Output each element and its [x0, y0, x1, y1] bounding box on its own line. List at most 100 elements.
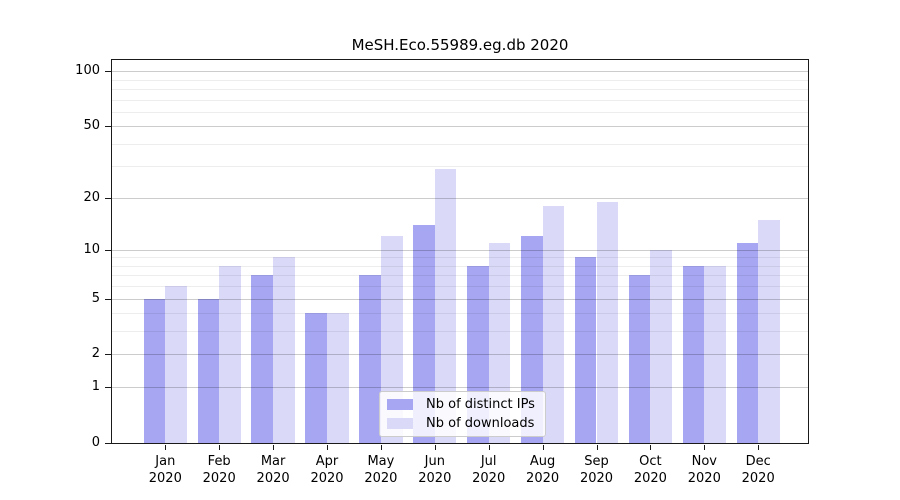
bar-distinct-ips-jun: [413, 224, 435, 443]
x-tick-mark-jun: [434, 445, 436, 450]
bar-distinct-ips-may: [359, 275, 381, 443]
x-tick-year: 2020: [633, 471, 667, 486]
bar-downloads-mar: [273, 257, 295, 443]
x-tick-mark-sep: [596, 445, 598, 450]
legend: Nb of distinct IPs Nb of downloads: [379, 391, 546, 437]
minor-gridline: [112, 166, 808, 168]
x-tick-year: 2020: [148, 471, 182, 486]
bar-downloads-dec: [758, 219, 780, 443]
minor-gridline: [112, 331, 808, 333]
minor-gridline: [112, 257, 808, 259]
x-tick-mark-aug: [542, 445, 544, 450]
x-tick-month: Feb: [207, 454, 231, 469]
y-tick-label-2: 2: [91, 346, 100, 362]
y-tick-mark-50: [105, 126, 111, 128]
y-tick-mark-0: [105, 443, 111, 444]
legend-swatch-distinct-ips: [387, 398, 413, 410]
x-tick-label-sep: Sep 2020: [567, 453, 627, 487]
bar-downloads-aug: [542, 205, 565, 443]
legend-label-distinct-ips: Nb of distinct IPs: [426, 396, 535, 412]
minor-gridline: [112, 286, 808, 288]
x-tick-year: 2020: [418, 471, 452, 486]
y-tick-label-10: 10: [83, 241, 100, 257]
bar-distinct-ips-apr: [305, 313, 327, 443]
bar-distinct-ips-dec: [736, 242, 759, 443]
x-tick-label-oct: Oct 2020: [620, 453, 680, 487]
minor-gridline: [112, 265, 808, 267]
x-tick-label-mar: Mar 2020: [243, 453, 303, 487]
major-gridline: [112, 298, 808, 300]
x-tick-year: 2020: [472, 471, 506, 486]
x-tick-month: Sep: [584, 454, 609, 469]
x-tick-label-jul: Jul 2020: [459, 453, 519, 487]
y-tick-mark-10: [105, 249, 111, 251]
legend-swatch-downloads: [387, 417, 413, 429]
x-tick-mark-apr: [327, 445, 328, 450]
x-tick-mark-jul: [488, 445, 490, 450]
x-tick-year: 2020: [364, 471, 398, 486]
bar-distinct-ips-sep: [574, 257, 597, 443]
x-tick-label-dec: Dec 2020: [728, 453, 788, 487]
x-tick-label-aug: Aug 2020: [513, 453, 573, 487]
x-tick-year: 2020: [526, 471, 560, 486]
bar-downloads-nov: [704, 265, 726, 443]
x-tick-label-nov: Nov 2020: [674, 453, 734, 487]
legend-entry-distinct-ips: Nb of distinct IPs: [387, 396, 535, 412]
x-tick-month: Apr: [315, 454, 339, 469]
x-tick-label-apr: Apr 2020: [297, 453, 357, 487]
bar-downloads-jan: [165, 286, 187, 443]
bar-downloads-sep: [596, 201, 619, 443]
minor-gridline: [112, 79, 808, 81]
x-tick-year: 2020: [256, 471, 290, 486]
y-tick-mark-2: [105, 354, 111, 356]
x-tick-year: 2020: [579, 471, 614, 486]
bar-distinct-ips-oct: [628, 275, 651, 443]
x-tick-month: Dec: [745, 454, 771, 469]
x-tick-label-may: May 2020: [351, 453, 411, 487]
y-tick-label-20: 20: [83, 189, 100, 205]
legend-label-downloads: Nb of downloads: [426, 415, 535, 431]
bar-downloads-apr: [327, 313, 349, 443]
x-tick-mark-jan: [165, 445, 167, 450]
x-tick-mark-may: [380, 445, 382, 450]
x-tick-month: Oct: [639, 454, 662, 469]
major-gridline: [112, 387, 808, 389]
plot-area: Nb of distinct IPs Nb of downloads: [111, 59, 809, 444]
y-tick-label-1: 1: [91, 379, 100, 395]
y-tick-mark-100: [105, 71, 111, 73]
chart-title: MeSH.Eco.55989.eg.db 2020: [351, 36, 569, 54]
minor-gridline: [112, 275, 808, 277]
x-tick-year: 2020: [741, 471, 775, 486]
x-tick-month: Mar: [260, 454, 286, 469]
minor-gridline: [112, 313, 808, 315]
x-tick-label-jan: Jan 2020: [135, 453, 195, 487]
bar-downloads-feb: [219, 265, 241, 443]
x-tick-month: Jun: [424, 454, 445, 469]
x-tick-month: Aug: [529, 454, 556, 469]
x-tick-year: 2020: [202, 471, 236, 486]
minor-gridline: [112, 99, 808, 101]
major-gridline: [112, 354, 808, 356]
x-tick-label-jun: Jun 2020: [405, 453, 465, 487]
legend-entry-downloads: Nb of downloads: [387, 415, 535, 431]
y-tick-label-0: 0: [91, 435, 100, 450]
bar-distinct-ips-feb: [197, 298, 220, 443]
x-tick-year: 2020: [310, 471, 344, 486]
bar-distinct-ips-mar: [251, 275, 274, 443]
x-tick-label-feb: Feb 2020: [189, 453, 249, 487]
minor-gridline: [112, 88, 808, 90]
major-gridline: [112, 126, 808, 128]
bar-distinct-ips-nov: [682, 265, 705, 443]
x-tick-mark-dec: [758, 445, 760, 450]
x-tick-mark-nov: [704, 445, 706, 450]
x-tick-year: 2020: [687, 471, 721, 486]
x-tick-mark-mar: [273, 445, 275, 450]
major-gridline: [112, 71, 808, 73]
x-tick-mark-feb: [219, 445, 221, 450]
minor-gridline: [112, 143, 808, 145]
y-tick-mark-1: [105, 387, 111, 389]
y-tick-label-100: 100: [75, 63, 100, 79]
y-tick-label-50: 50: [83, 118, 100, 134]
x-tick-mark-oct: [650, 445, 652, 450]
